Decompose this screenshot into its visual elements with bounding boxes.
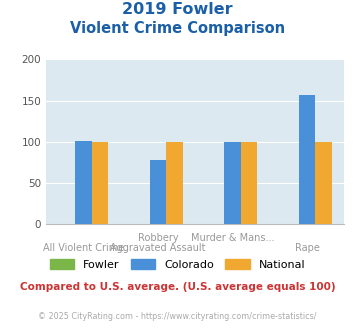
Bar [299, 95, 315, 224]
Bar [241, 142, 257, 224]
Text: © 2025 CityRating.com - https://www.cityrating.com/crime-statistics/: © 2025 CityRating.com - https://www.city… [38, 312, 317, 321]
Text: Rape: Rape [295, 243, 320, 252]
Bar [166, 142, 182, 224]
Bar [315, 142, 332, 224]
Text: All Violent Crime: All Violent Crime [43, 243, 124, 252]
Text: Compared to U.S. average. (U.S. average equals 100): Compared to U.S. average. (U.S. average … [20, 282, 335, 292]
Text: Robbery: Robbery [138, 233, 178, 243]
Bar [150, 160, 166, 224]
Bar [92, 142, 108, 224]
Bar [75, 141, 92, 224]
Text: Murder & Mans...: Murder & Mans... [191, 233, 274, 243]
Legend: Fowler, Colorado, National: Fowler, Colorado, National [45, 255, 310, 274]
Bar [224, 142, 241, 224]
Text: 2019 Fowler: 2019 Fowler [122, 2, 233, 16]
Text: Violent Crime Comparison: Violent Crime Comparison [70, 21, 285, 36]
Text: Aggravated Assault: Aggravated Assault [110, 243, 206, 252]
